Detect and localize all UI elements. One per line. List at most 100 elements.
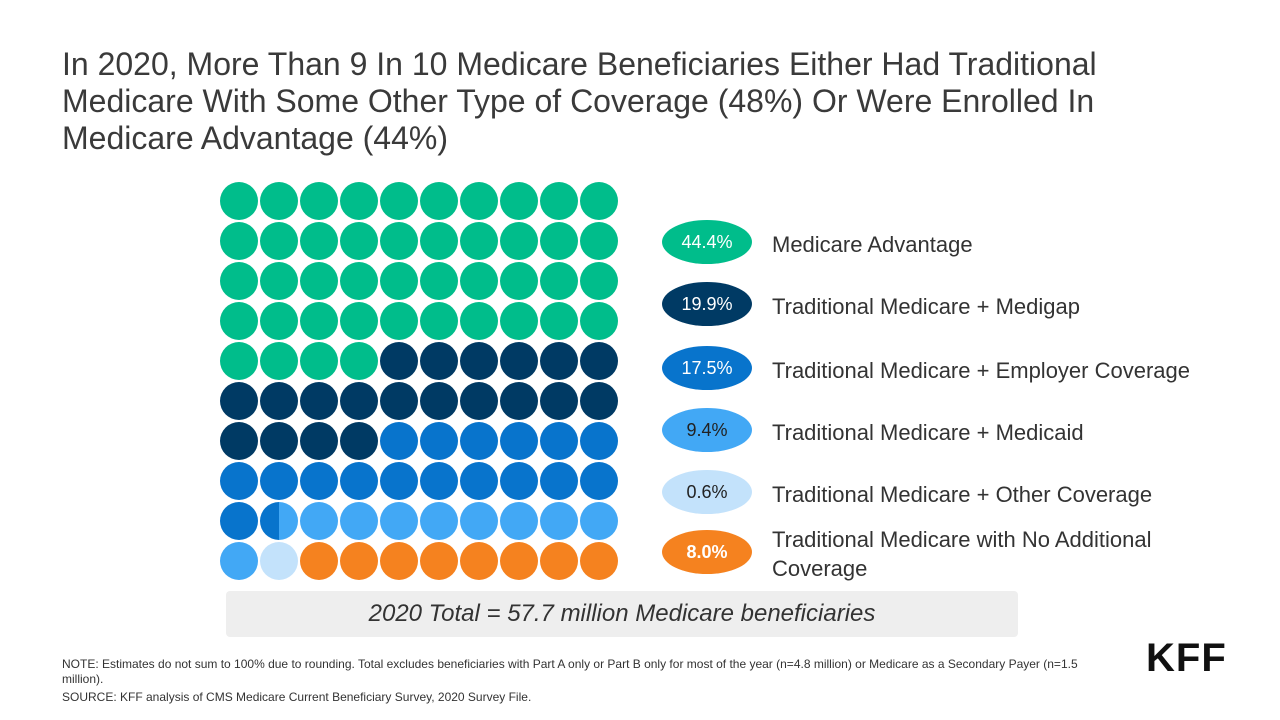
legend-item: 19.9% Traditional Medicare + Medigap — [662, 276, 1262, 336]
waffle-cell — [580, 422, 618, 460]
waffle-cell — [540, 302, 578, 340]
waffle-cell — [420, 462, 458, 500]
waffle-cell — [420, 222, 458, 260]
waffle-cell — [380, 302, 418, 340]
waffle-cell — [300, 302, 338, 340]
waffle-cell — [460, 302, 498, 340]
waffle-cell — [340, 262, 378, 300]
waffle-cell — [580, 262, 618, 300]
legend-label: Medicare Advantage — [772, 231, 973, 257]
waffle-cell — [500, 302, 538, 340]
waffle-cell — [500, 222, 538, 260]
waffle-cell — [460, 222, 498, 260]
waffle-cell — [300, 542, 338, 580]
waffle-cell — [340, 542, 378, 580]
waffle-cell — [220, 342, 258, 380]
waffle-cell — [420, 182, 458, 220]
waffle-cell — [380, 382, 418, 420]
waffle-cell — [340, 302, 378, 340]
waffle-cell-half — [260, 502, 279, 540]
waffle-cell — [460, 382, 498, 420]
waffle-cell — [300, 462, 338, 500]
waffle-cell — [580, 182, 618, 220]
waffle-cell — [300, 222, 338, 260]
waffle-cell — [580, 542, 618, 580]
waffle-cell — [460, 542, 498, 580]
footnote: NOTE: Estimates do not sum to 100% due t… — [62, 657, 1078, 686]
waffle-cell — [540, 382, 578, 420]
waffle-cell — [460, 502, 498, 540]
source-note: SOURCE: KFF analysis of CMS Medicare Cur… — [62, 690, 532, 704]
waffle-cell — [260, 422, 298, 460]
waffle-cell — [500, 182, 538, 220]
waffle-cell — [500, 422, 538, 460]
legend-label: Traditional Medicare + Other Coverage — [772, 481, 1153, 507]
waffle-cell — [540, 462, 578, 500]
waffle-cell — [500, 382, 538, 420]
waffle-cell — [500, 342, 538, 380]
waffle-cell — [460, 182, 498, 220]
waffle-cell — [300, 342, 338, 380]
waffle-cell — [300, 422, 338, 460]
legend-label: Traditional Medicare + Employer Coverage — [772, 357, 1190, 383]
waffle-cell — [300, 382, 338, 420]
waffle-cell — [500, 262, 538, 300]
waffle-cell — [220, 302, 258, 340]
waffle-cell — [260, 302, 298, 340]
waffle-cell — [340, 502, 378, 540]
waffle-cell — [500, 462, 538, 500]
legend-value-badge: 44.4% — [662, 220, 752, 264]
legend-value-badge: 19.9% — [662, 282, 752, 326]
legend-value-badge: 0.6% — [662, 470, 752, 514]
legend-value-badge: 9.4% — [662, 408, 752, 452]
waffle-cell — [380, 422, 418, 460]
waffle-cell — [420, 502, 458, 540]
waffle-cell — [260, 182, 298, 220]
waffle-cell — [220, 182, 258, 220]
waffle-cell — [580, 462, 618, 500]
waffle-cell — [420, 422, 458, 460]
waffle-cell — [420, 262, 458, 300]
waffle-cell — [260, 542, 298, 580]
waffle-cell — [380, 342, 418, 380]
waffle-cell — [540, 422, 578, 460]
waffle-cell — [380, 262, 418, 300]
waffle-cell — [580, 502, 618, 540]
waffle-cell — [220, 422, 258, 460]
waffle-cell — [260, 342, 298, 380]
waffle-cell — [260, 462, 298, 500]
waffle-cell — [540, 262, 578, 300]
waffle-cell — [380, 502, 418, 540]
waffle-cell — [420, 542, 458, 580]
total-banner: 2020 Total = 57.7 million Medicare benef… — [226, 591, 1018, 637]
waffle-cell — [460, 342, 498, 380]
legend-value-badge: 17.5% — [662, 346, 752, 390]
waffle-cell — [420, 342, 458, 380]
legend-item: 0.6% Traditional Medicare + Other Coverag… — [662, 464, 1262, 524]
waffle-cell — [540, 502, 578, 540]
waffle-cell — [380, 542, 418, 580]
waffle-cell — [420, 382, 458, 420]
waffle-cell — [340, 382, 378, 420]
waffle-cell — [220, 542, 258, 580]
waffle-cell — [220, 462, 258, 500]
waffle-cell — [220, 222, 258, 260]
waffle-cell — [340, 182, 378, 220]
waffle-cell — [540, 182, 578, 220]
waffle-cell — [380, 462, 418, 500]
waffle-cell — [260, 222, 298, 260]
waffle-cell — [460, 462, 498, 500]
legend-label: Traditional Medicare + Medigap — [772, 293, 1080, 319]
waffle-cell — [220, 502, 258, 540]
waffle-cell — [220, 382, 258, 420]
waffle-cell — [500, 502, 538, 540]
legend-item: 8.0% Traditional Medicare with No Additio… — [662, 524, 1262, 584]
waffle-cell — [300, 182, 338, 220]
chart-title: In 2020, More Than 9 In 10 Medicare Bene… — [62, 46, 1097, 156]
waffle-cell — [260, 262, 298, 300]
kff-logo: KFF — [1146, 636, 1227, 680]
waffle-cell — [340, 422, 378, 460]
waffle-cell-half — [279, 502, 298, 540]
waffle-cell — [340, 462, 378, 500]
